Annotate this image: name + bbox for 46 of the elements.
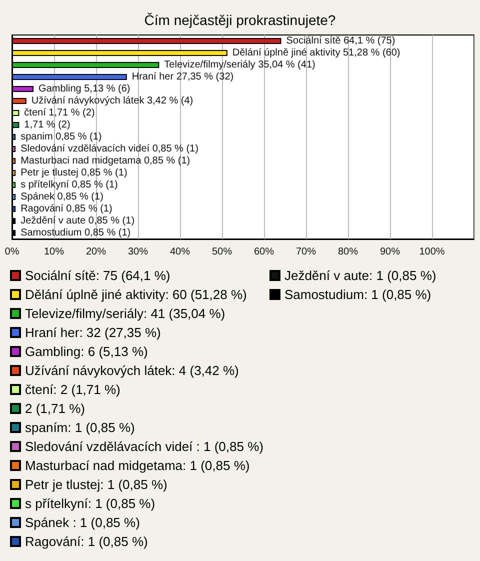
legend-label: Dělání úplně jiné aktivity: 60 (51,28 %) bbox=[25, 287, 247, 302]
category-label: Spánek 0,85 % (1) bbox=[20, 192, 104, 202]
legend-label: Hraní her: 32 (27,35 %) bbox=[25, 325, 161, 340]
legend-label: Masturbací nad midgetama: 1 (0,85 %) bbox=[25, 458, 250, 473]
x-tick-label: 30% bbox=[128, 246, 148, 258]
category-label: spanim 0,85 % (1) bbox=[20, 132, 102, 142]
x-tick-label: 80% bbox=[338, 246, 358, 258]
legend-label: 2 (1,71 %) bbox=[25, 401, 85, 416]
legend-label: Petr je tlustej: 1 (0,85 %) bbox=[25, 477, 168, 492]
legend-label: Televize/filmy/seriály: 41 (35,04 %) bbox=[25, 306, 226, 321]
category-label: s přítelkyní 0,85 % (1) bbox=[20, 180, 118, 190]
category-label: čtení 1,71 % (2) bbox=[24, 108, 95, 118]
legend-label: Sledování vzdělávacích videí : 1 (0,85 %) bbox=[25, 439, 264, 454]
category-label: Samostudium 0,85 % (1) bbox=[20, 228, 131, 238]
category-label: Dělání úplně jiné aktivity 51,28 % (60) bbox=[232, 48, 400, 58]
x-tick-label: 40% bbox=[170, 246, 190, 258]
legend-label: čtení: 2 (1,71 %) bbox=[25, 382, 120, 397]
category-label: Masturbaci nad midgetama 0,85 % (1) bbox=[20, 156, 190, 166]
x-tick-label: 70% bbox=[296, 246, 316, 258]
category-label: Ragování 0,85 % (1) bbox=[20, 204, 112, 214]
x-tick-label: 90% bbox=[380, 246, 400, 258]
category-label: Gambling 5,13 % (6) bbox=[38, 84, 130, 94]
legend-label: Spánek : 1 (0,85 %) bbox=[25, 515, 140, 530]
category-label: Sociální sítě 64,1 % (75) bbox=[286, 36, 396, 46]
legend-label: Ježdění v aute: 1 (0,85 %) bbox=[284, 268, 436, 283]
category-label: Užívání návykových látek 3,42 % (4) bbox=[31, 96, 194, 106]
data-label: 1,71 % (2) bbox=[24, 120, 70, 130]
legend-label: s přítelkyní: 1 (0,85 %) bbox=[25, 496, 156, 511]
legend-label: Sociální sítě: 75 (64,1 %) bbox=[25, 268, 170, 283]
category-label: Sledování vzdělávacích videí 0,85 % (1) bbox=[20, 144, 198, 154]
legend-label: Užívání návykových látek: 4 (3,42 %) bbox=[25, 363, 239, 378]
legend-label: Gambling: 6 (5,13 %) bbox=[25, 344, 148, 359]
x-tick-label: 20% bbox=[86, 246, 106, 258]
chart-title: Čím nejčastěji prokrastinujete? bbox=[144, 12, 336, 28]
category-label: Ježdění v aute 0,85 % (1) bbox=[20, 216, 135, 226]
x-tick-label: 10% bbox=[44, 246, 64, 258]
category-label: Petr je tlustej 0,85 % (1) bbox=[20, 168, 128, 178]
x-tick-label: 50% bbox=[212, 246, 232, 258]
legend-label: Samostudium: 1 (0,85 %) bbox=[284, 287, 432, 302]
category-label: Hraní her 27,35 % (32) bbox=[132, 72, 234, 82]
category-label: Televize/filmy/seriály 35,04 % (41) bbox=[164, 60, 316, 70]
legend-label: Ragování: 1 (0,85 %) bbox=[25, 534, 148, 549]
x-tick-label: 0% bbox=[4, 246, 20, 258]
legend-label: spaním: 1 (0,85 %) bbox=[25, 420, 135, 435]
x-tick-label: 60% bbox=[254, 246, 274, 258]
x-tick-label: 100% bbox=[419, 246, 445, 258]
